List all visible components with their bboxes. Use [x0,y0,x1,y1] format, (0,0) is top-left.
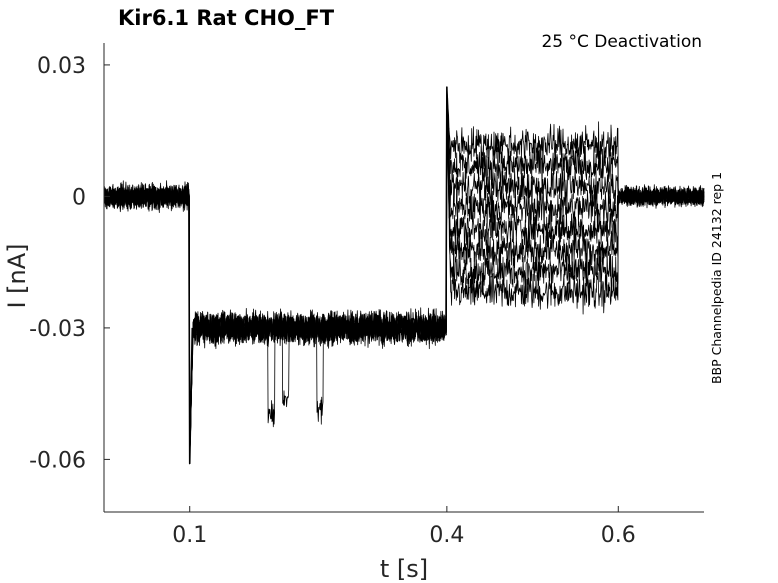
x-axis-label: t [s] [380,555,428,583]
x-tick-label-3: 0.6 [601,523,636,548]
ticks: 0.1 0.4 0.6 0.03 0 -0.03 -0.06 [29,54,636,548]
y-axis-label: I [nA] [3,243,31,308]
y-tick-label-2: 0 [72,185,86,210]
x-tick-label-2: 0.4 [429,523,464,548]
sweep-trace-8 [103,86,705,465]
chart-title: Kir6.1 Rat CHO_FT [118,6,335,30]
y-tick-label-3: -0.03 [29,317,86,342]
x-tick-label-1: 0.1 [172,523,207,548]
transient-spike-1 [188,196,194,464]
plot-area: 0.1 0.4 0.6 0.03 0 -0.03 -0.06 [29,43,705,548]
axes [103,43,704,513]
transient-spike-2 [445,86,451,328]
y-tick-label-1: 0.03 [37,54,86,79]
traces [103,86,705,465]
y-tick-label-4: -0.06 [29,448,86,473]
chart-annotation: 25 °C Deactivation [541,32,702,52]
side-id-label: BBP Channelpedia ID 24132 rep 1 [709,172,724,384]
